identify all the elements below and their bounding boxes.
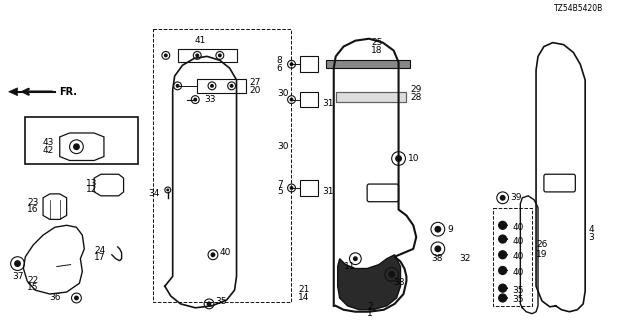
Circle shape — [499, 251, 507, 259]
Text: 27: 27 — [250, 78, 260, 87]
Circle shape — [74, 295, 79, 300]
Text: 35: 35 — [215, 297, 227, 307]
Circle shape — [175, 84, 180, 88]
Text: 8: 8 — [276, 56, 282, 65]
Text: 28: 28 — [410, 93, 422, 102]
Text: 21: 21 — [298, 284, 310, 294]
Circle shape — [353, 256, 358, 261]
Circle shape — [499, 284, 507, 292]
Circle shape — [499, 294, 507, 302]
Text: 33: 33 — [204, 95, 216, 104]
Text: 43: 43 — [42, 138, 54, 147]
Text: 12: 12 — [86, 186, 98, 195]
Text: 42: 42 — [42, 146, 53, 155]
Text: 25: 25 — [371, 38, 383, 47]
Circle shape — [499, 267, 507, 275]
Text: 31: 31 — [322, 99, 333, 108]
Polygon shape — [338, 255, 401, 310]
Text: FR.: FR. — [59, 87, 77, 97]
Circle shape — [14, 260, 21, 267]
Text: 38: 38 — [394, 278, 405, 287]
Text: 39: 39 — [511, 193, 522, 202]
Circle shape — [395, 155, 402, 162]
Circle shape — [164, 53, 168, 57]
Circle shape — [211, 252, 216, 257]
Circle shape — [166, 188, 169, 191]
Text: 15: 15 — [28, 283, 39, 292]
Circle shape — [218, 53, 222, 57]
Circle shape — [499, 235, 507, 243]
Text: 20: 20 — [250, 86, 260, 95]
Text: 11: 11 — [344, 262, 355, 271]
Text: 23: 23 — [28, 198, 38, 207]
Bar — [493, 208, 532, 306]
Text: 37: 37 — [13, 272, 24, 281]
Text: 6: 6 — [276, 64, 282, 73]
Text: 26: 26 — [536, 240, 547, 250]
Text: 22: 22 — [28, 276, 38, 285]
Text: 13: 13 — [86, 179, 98, 188]
Text: 31: 31 — [322, 188, 333, 196]
Text: 3: 3 — [588, 233, 594, 242]
Circle shape — [195, 53, 199, 57]
Text: 16: 16 — [28, 205, 39, 214]
Text: 40: 40 — [220, 248, 231, 257]
Text: 36: 36 — [49, 293, 61, 302]
Text: 19: 19 — [536, 250, 548, 259]
Circle shape — [499, 221, 507, 229]
Text: 14: 14 — [298, 293, 310, 302]
Text: 30: 30 — [276, 89, 288, 98]
Text: 40: 40 — [513, 252, 524, 261]
Polygon shape — [9, 88, 17, 96]
Circle shape — [500, 195, 506, 201]
Text: 35: 35 — [513, 286, 524, 295]
Bar — [153, 29, 291, 302]
Text: 29: 29 — [410, 85, 422, 94]
Text: 34: 34 — [148, 189, 159, 198]
Bar — [26, 117, 138, 164]
Circle shape — [388, 271, 395, 278]
Text: 5: 5 — [276, 188, 282, 196]
Text: 38: 38 — [431, 254, 442, 263]
Text: 2: 2 — [367, 302, 372, 311]
Text: 30: 30 — [278, 142, 289, 151]
Circle shape — [193, 98, 197, 101]
Circle shape — [289, 186, 294, 190]
Text: 17: 17 — [94, 253, 106, 262]
Circle shape — [73, 143, 80, 150]
Circle shape — [435, 226, 442, 233]
Bar — [326, 60, 410, 68]
Circle shape — [289, 62, 294, 66]
Text: 18: 18 — [371, 46, 383, 55]
Text: TZ54B5420B: TZ54B5420B — [554, 4, 603, 13]
Text: 35: 35 — [513, 295, 524, 304]
Circle shape — [207, 301, 211, 306]
Text: 41: 41 — [195, 36, 205, 45]
Text: 1: 1 — [367, 309, 373, 318]
Text: 40: 40 — [513, 223, 524, 232]
Circle shape — [435, 245, 442, 252]
Text: 9: 9 — [447, 225, 453, 234]
Text: 7: 7 — [276, 180, 282, 188]
Text: 32: 32 — [460, 254, 471, 263]
Circle shape — [230, 84, 234, 88]
Bar — [336, 92, 406, 101]
Circle shape — [210, 84, 214, 88]
Text: 40: 40 — [513, 268, 524, 277]
Text: 10: 10 — [408, 154, 420, 163]
Text: 24: 24 — [94, 246, 106, 255]
Circle shape — [289, 98, 294, 101]
Text: 4: 4 — [588, 225, 594, 234]
Text: 40: 40 — [513, 236, 524, 245]
